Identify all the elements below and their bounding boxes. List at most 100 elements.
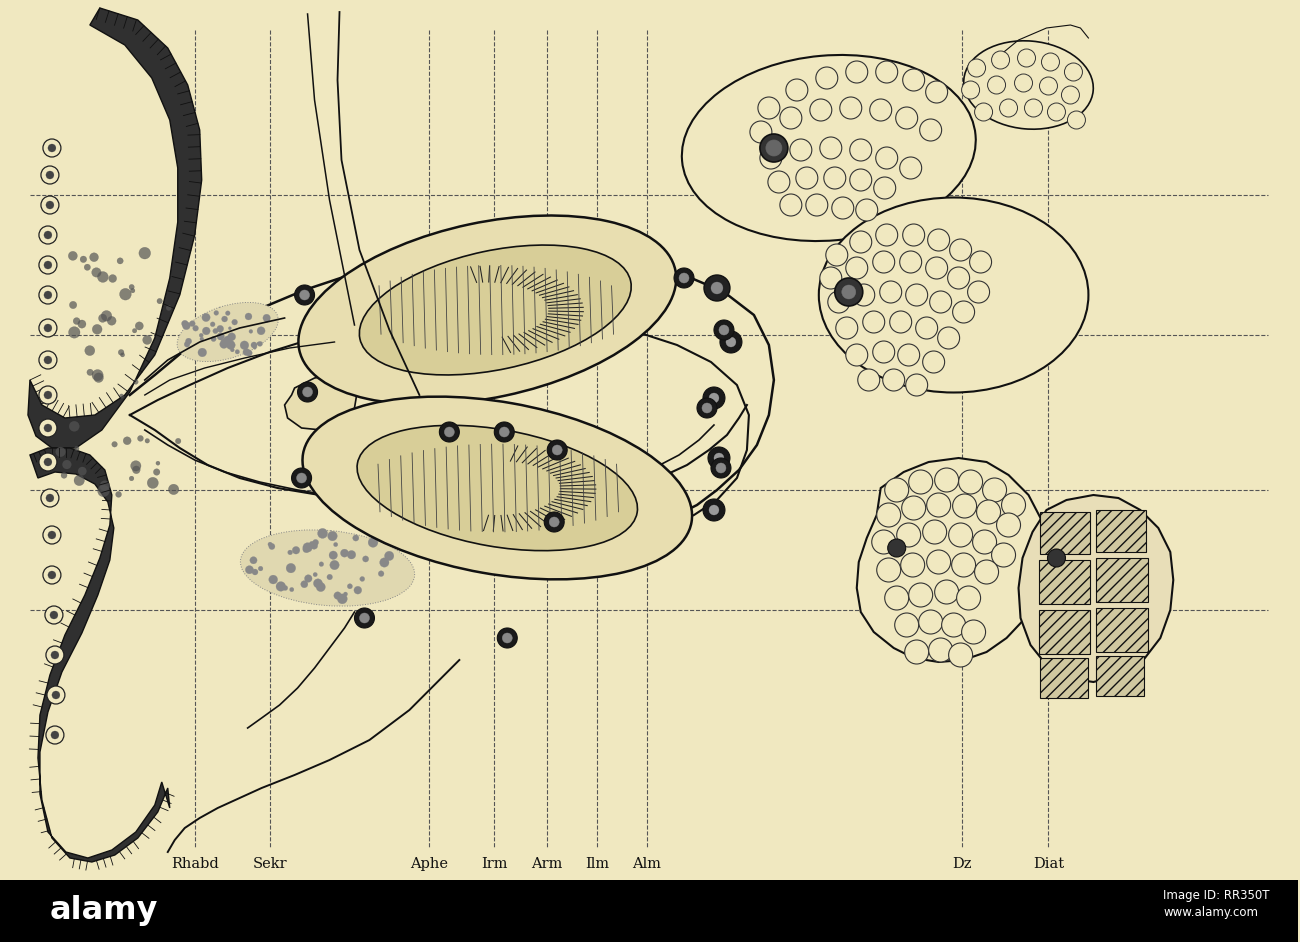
Ellipse shape [359,245,632,375]
Circle shape [202,314,211,321]
Circle shape [708,505,719,515]
Circle shape [92,268,101,277]
Circle shape [992,51,1010,69]
Circle shape [997,513,1020,537]
Circle shape [719,325,729,335]
Circle shape [354,586,361,594]
Circle shape [1048,549,1066,567]
Circle shape [117,258,124,264]
Bar [1096,656,1144,696]
Circle shape [329,551,338,560]
Circle shape [298,382,317,402]
Circle shape [44,458,52,466]
Circle shape [334,543,338,546]
Circle shape [139,247,151,259]
Polygon shape [1018,495,1174,682]
Circle shape [927,493,950,517]
Circle shape [92,369,103,381]
Bar [1040,512,1091,554]
Circle shape [545,512,564,532]
Circle shape [949,643,972,667]
Circle shape [786,79,807,101]
Circle shape [240,341,248,349]
Circle shape [211,322,214,327]
Circle shape [286,563,295,573]
Circle shape [192,325,199,331]
Circle shape [257,327,265,334]
Circle shape [291,468,312,488]
Circle shape [276,581,286,592]
Circle shape [439,422,459,442]
Circle shape [73,317,81,324]
Polygon shape [285,375,358,430]
Circle shape [39,256,57,274]
Circle shape [901,553,924,577]
Circle shape [231,319,238,325]
Circle shape [905,640,928,664]
Circle shape [824,167,846,189]
Circle shape [972,530,997,554]
Circle shape [99,314,107,322]
Circle shape [949,239,971,261]
Bar [1096,608,1148,652]
Circle shape [872,251,894,273]
Circle shape [828,291,850,313]
Circle shape [1000,99,1018,117]
Circle shape [133,329,136,333]
Ellipse shape [177,302,278,362]
Circle shape [244,313,252,320]
Circle shape [725,337,736,347]
Circle shape [229,327,231,330]
Circle shape [40,166,58,184]
Circle shape [760,147,781,169]
Circle shape [121,353,125,357]
Circle shape [44,391,52,399]
Circle shape [51,731,58,739]
Circle shape [46,171,53,179]
Circle shape [214,311,218,316]
Circle shape [902,224,924,246]
Circle shape [928,638,953,662]
Circle shape [363,556,369,562]
Circle shape [44,324,52,332]
Circle shape [48,571,56,579]
Circle shape [708,393,719,403]
Circle shape [499,427,510,437]
Circle shape [52,691,60,699]
Circle shape [988,76,1005,94]
Circle shape [56,447,65,457]
Circle shape [343,592,347,596]
Circle shape [796,167,818,189]
Bar [1039,560,1091,604]
Text: Image ID: RR350T: Image ID: RR350T [1164,889,1270,902]
Circle shape [257,341,263,347]
Circle shape [870,99,892,121]
Circle shape [246,349,252,356]
Circle shape [124,437,131,445]
Bar [1096,510,1147,552]
Circle shape [952,553,975,577]
Circle shape [61,472,68,479]
Circle shape [143,335,152,345]
Circle shape [263,315,270,321]
Circle shape [248,330,252,333]
Circle shape [268,543,272,546]
Text: Arm: Arm [532,857,563,871]
Circle shape [758,97,780,119]
Circle shape [39,351,57,369]
Circle shape [1048,103,1066,121]
Circle shape [883,369,905,391]
Circle shape [967,281,989,303]
Bar [1040,658,1088,698]
Circle shape [898,344,919,366]
Circle shape [896,107,918,129]
Circle shape [876,503,901,527]
Circle shape [49,611,58,619]
Circle shape [224,336,231,344]
Circle shape [368,538,378,547]
Circle shape [874,177,896,199]
Circle shape [316,582,325,592]
Circle shape [313,578,322,588]
Polygon shape [857,458,1046,662]
Circle shape [1040,77,1057,95]
